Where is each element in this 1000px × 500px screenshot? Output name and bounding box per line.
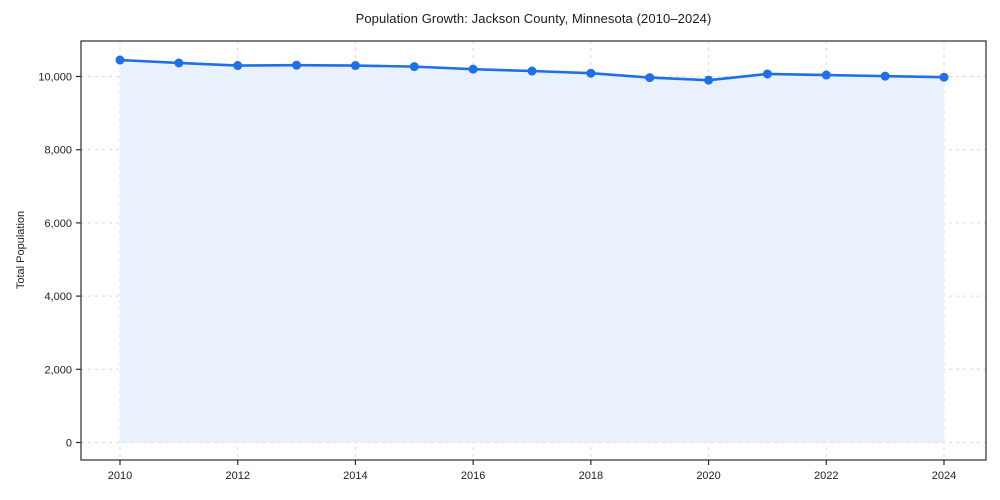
x-tick-label: 2010 — [108, 470, 132, 482]
x-tick-label: 2022 — [814, 470, 838, 482]
data-point-2014 — [350, 61, 360, 71]
data-point-2010 — [115, 55, 125, 65]
data-point-2021 — [762, 69, 772, 79]
y-tick-label: 0 — [66, 438, 72, 450]
data-point-2020 — [704, 75, 714, 85]
data-point-2018 — [586, 68, 596, 78]
data-point-2019 — [645, 73, 655, 83]
data-point-2015 — [409, 62, 419, 72]
data-point-2017 — [527, 66, 537, 76]
data-point-2023 — [880, 71, 890, 81]
x-tick-label: 2014 — [343, 470, 367, 482]
x-tick-label: 2018 — [579, 470, 603, 482]
x-tick-label: 2016 — [461, 470, 485, 482]
y-tick-label: 8,000 — [44, 145, 72, 157]
y-tick-label: 10,000 — [38, 72, 72, 84]
y-tick-label: 4,000 — [44, 291, 72, 303]
plot-border — [80, 40, 987, 461]
chart-title: Population Growth: Jackson County, Minne… — [355, 11, 712, 26]
data-point-2012 — [233, 61, 243, 71]
x-tick-label: 2012 — [225, 470, 249, 482]
data-point-2024 — [939, 72, 949, 82]
y-tick-label: 6,000 — [44, 218, 72, 230]
series-layer — [115, 55, 949, 443]
data-point-2022 — [821, 70, 831, 80]
data-point-2013 — [292, 60, 302, 70]
data-point-2016 — [468, 64, 478, 74]
axis-layer: 2010 2012 2014 2016 2018 2020 2022 2024 0 2,000 4,… — [38, 40, 987, 482]
x-tick-label: 2020 — [696, 470, 720, 482]
x-tick-label: 2024 — [932, 470, 956, 482]
data-point-2011 — [174, 58, 184, 68]
y-tick-label: 2,000 — [44, 364, 72, 376]
area-fill — [120, 60, 944, 443]
